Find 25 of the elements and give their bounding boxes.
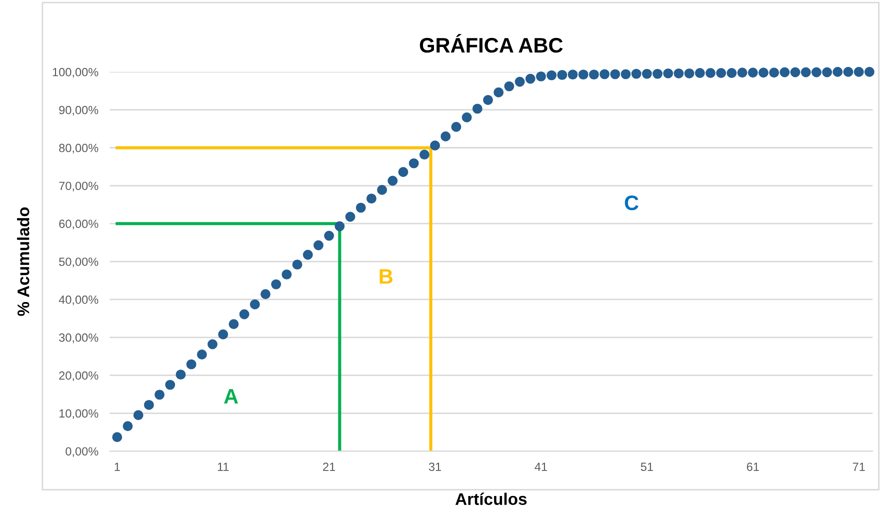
x-tick-label: 11	[218, 462, 229, 471]
y-tick-label: 70,00%	[59, 182, 98, 192]
x-tick-label: 1	[114, 462, 120, 471]
x-tick-label: 51	[640, 462, 653, 471]
y-axis-title: % Acumulado	[17, 207, 30, 316]
annotation: B	[380, 269, 392, 284]
y-tick-label: 100,00%	[52, 68, 98, 78]
y-tick-label: 0,00%	[66, 447, 98, 457]
y-tick-label: 40,00%	[58, 296, 98, 306]
annotation: A	[224, 389, 238, 404]
chart-title: GRÁFICA ABC	[420, 34, 563, 53]
x-tick-label: 41	[534, 462, 547, 471]
x-tick-label: 71	[852, 462, 865, 471]
x-tick-label: 31	[428, 462, 442, 471]
y-tick-label: 60,00%	[59, 220, 98, 230]
y-tick-label: 90,00%	[59, 106, 98, 116]
y-tick-label: 10,00%	[59, 409, 98, 420]
y-tick-label: 80,00%	[59, 144, 98, 154]
y-tick-label: 30,00%	[59, 333, 98, 344]
x-tick-label: 61	[746, 462, 759, 471]
x-axis-title: Artículos	[455, 492, 527, 505]
annotation: C	[624, 195, 638, 210]
y-tick-label: 50,00%	[59, 258, 98, 268]
x-tick-label: 21	[323, 462, 336, 471]
y-tick-label: 20,00%	[59, 371, 98, 382]
